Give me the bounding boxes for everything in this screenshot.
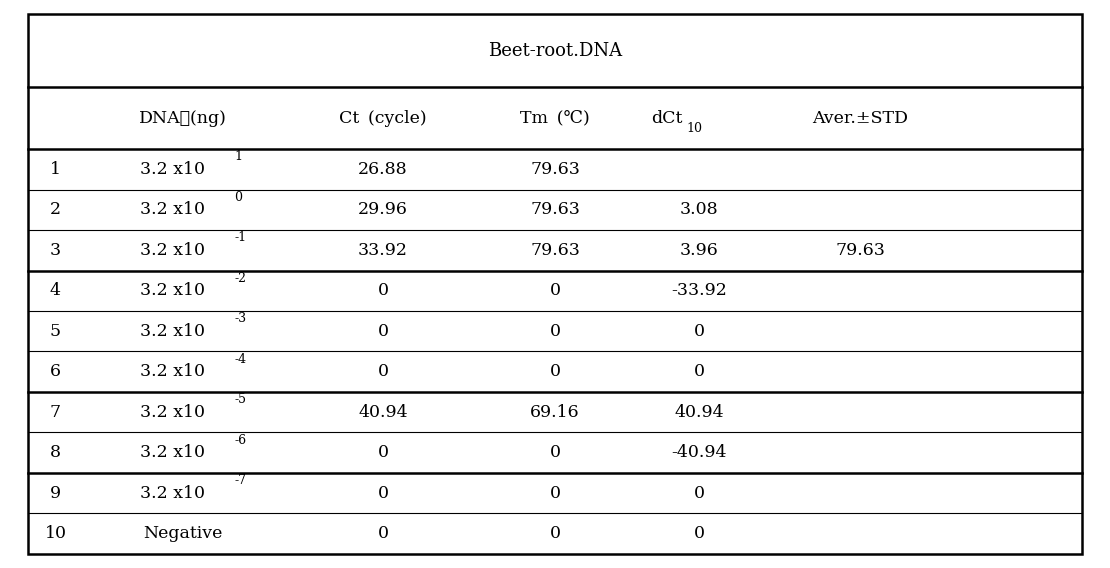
Text: 26.88: 26.88 <box>359 161 407 178</box>
Text: 3: 3 <box>50 242 61 259</box>
Text: 8: 8 <box>50 444 61 461</box>
Text: -6: -6 <box>234 433 246 446</box>
Text: 0: 0 <box>549 323 561 340</box>
Text: 4: 4 <box>50 282 61 299</box>
Text: 3.2 x10: 3.2 x10 <box>140 485 204 502</box>
Text: 0: 0 <box>549 363 561 380</box>
Text: -5: -5 <box>234 393 246 406</box>
Text: 9: 9 <box>50 485 61 502</box>
Text: 3.2 x10: 3.2 x10 <box>140 242 204 259</box>
Text: 0: 0 <box>549 525 561 542</box>
Text: -2: -2 <box>234 272 246 285</box>
Text: 10: 10 <box>44 525 67 542</box>
Text: 0: 0 <box>549 282 561 299</box>
Text: 0: 0 <box>377 363 388 380</box>
Text: Aver.±STD: Aver.±STD <box>813 110 908 127</box>
Text: 7: 7 <box>50 404 61 421</box>
Text: 10: 10 <box>686 122 702 135</box>
Text: 33.92: 33.92 <box>357 242 408 259</box>
Text: 40.94: 40.94 <box>675 404 724 421</box>
Text: 0: 0 <box>549 444 561 461</box>
Text: -3: -3 <box>234 312 246 325</box>
Text: 0: 0 <box>694 363 705 380</box>
Text: 29.96: 29.96 <box>359 201 407 218</box>
Text: 79.63: 79.63 <box>531 161 579 178</box>
Text: 0: 0 <box>377 323 388 340</box>
Text: Negative: Negative <box>143 525 223 542</box>
Text: 79.63: 79.63 <box>531 201 579 218</box>
Text: 0: 0 <box>694 323 705 340</box>
Text: 0: 0 <box>549 485 561 502</box>
Text: Ct (cycle): Ct (cycle) <box>340 110 426 127</box>
Text: 0: 0 <box>377 444 388 461</box>
Text: Beet-root.DNA: Beet-root.DNA <box>488 41 622 60</box>
Text: 0: 0 <box>234 191 242 204</box>
Text: -33.92: -33.92 <box>672 282 727 299</box>
Text: 0: 0 <box>377 485 388 502</box>
Text: 6: 6 <box>50 363 61 380</box>
Text: -1: -1 <box>234 231 246 244</box>
Text: DNA양(ng): DNA양(ng) <box>139 110 228 127</box>
Text: 0: 0 <box>694 525 705 542</box>
Text: Tm (℃): Tm (℃) <box>521 110 589 127</box>
Text: 3.08: 3.08 <box>680 201 718 218</box>
Text: 1: 1 <box>50 161 61 178</box>
Text: 3.2 x10: 3.2 x10 <box>140 282 204 299</box>
Text: 79.63: 79.63 <box>531 242 579 259</box>
Text: 40.94: 40.94 <box>359 404 407 421</box>
Text: 3.2 x10: 3.2 x10 <box>140 201 204 218</box>
Text: 3.2 x10: 3.2 x10 <box>140 161 204 178</box>
Text: -7: -7 <box>234 474 246 487</box>
Text: 69.16: 69.16 <box>531 404 579 421</box>
Text: 2: 2 <box>50 201 61 218</box>
Text: 3.2 x10: 3.2 x10 <box>140 323 204 340</box>
Text: 0: 0 <box>377 525 388 542</box>
Text: 3.2 x10: 3.2 x10 <box>140 444 204 461</box>
Text: 5: 5 <box>50 323 61 340</box>
Text: 3.2 x10: 3.2 x10 <box>140 404 204 421</box>
Text: -4: -4 <box>234 353 246 366</box>
Text: -40.94: -40.94 <box>672 444 727 461</box>
Text: 3.96: 3.96 <box>680 242 718 259</box>
Text: 1: 1 <box>234 151 242 164</box>
Text: 3.2 x10: 3.2 x10 <box>140 363 204 380</box>
Text: 0: 0 <box>694 485 705 502</box>
Text: dCt: dCt <box>652 110 683 127</box>
Text: 79.63: 79.63 <box>836 242 885 259</box>
Text: 0: 0 <box>377 282 388 299</box>
